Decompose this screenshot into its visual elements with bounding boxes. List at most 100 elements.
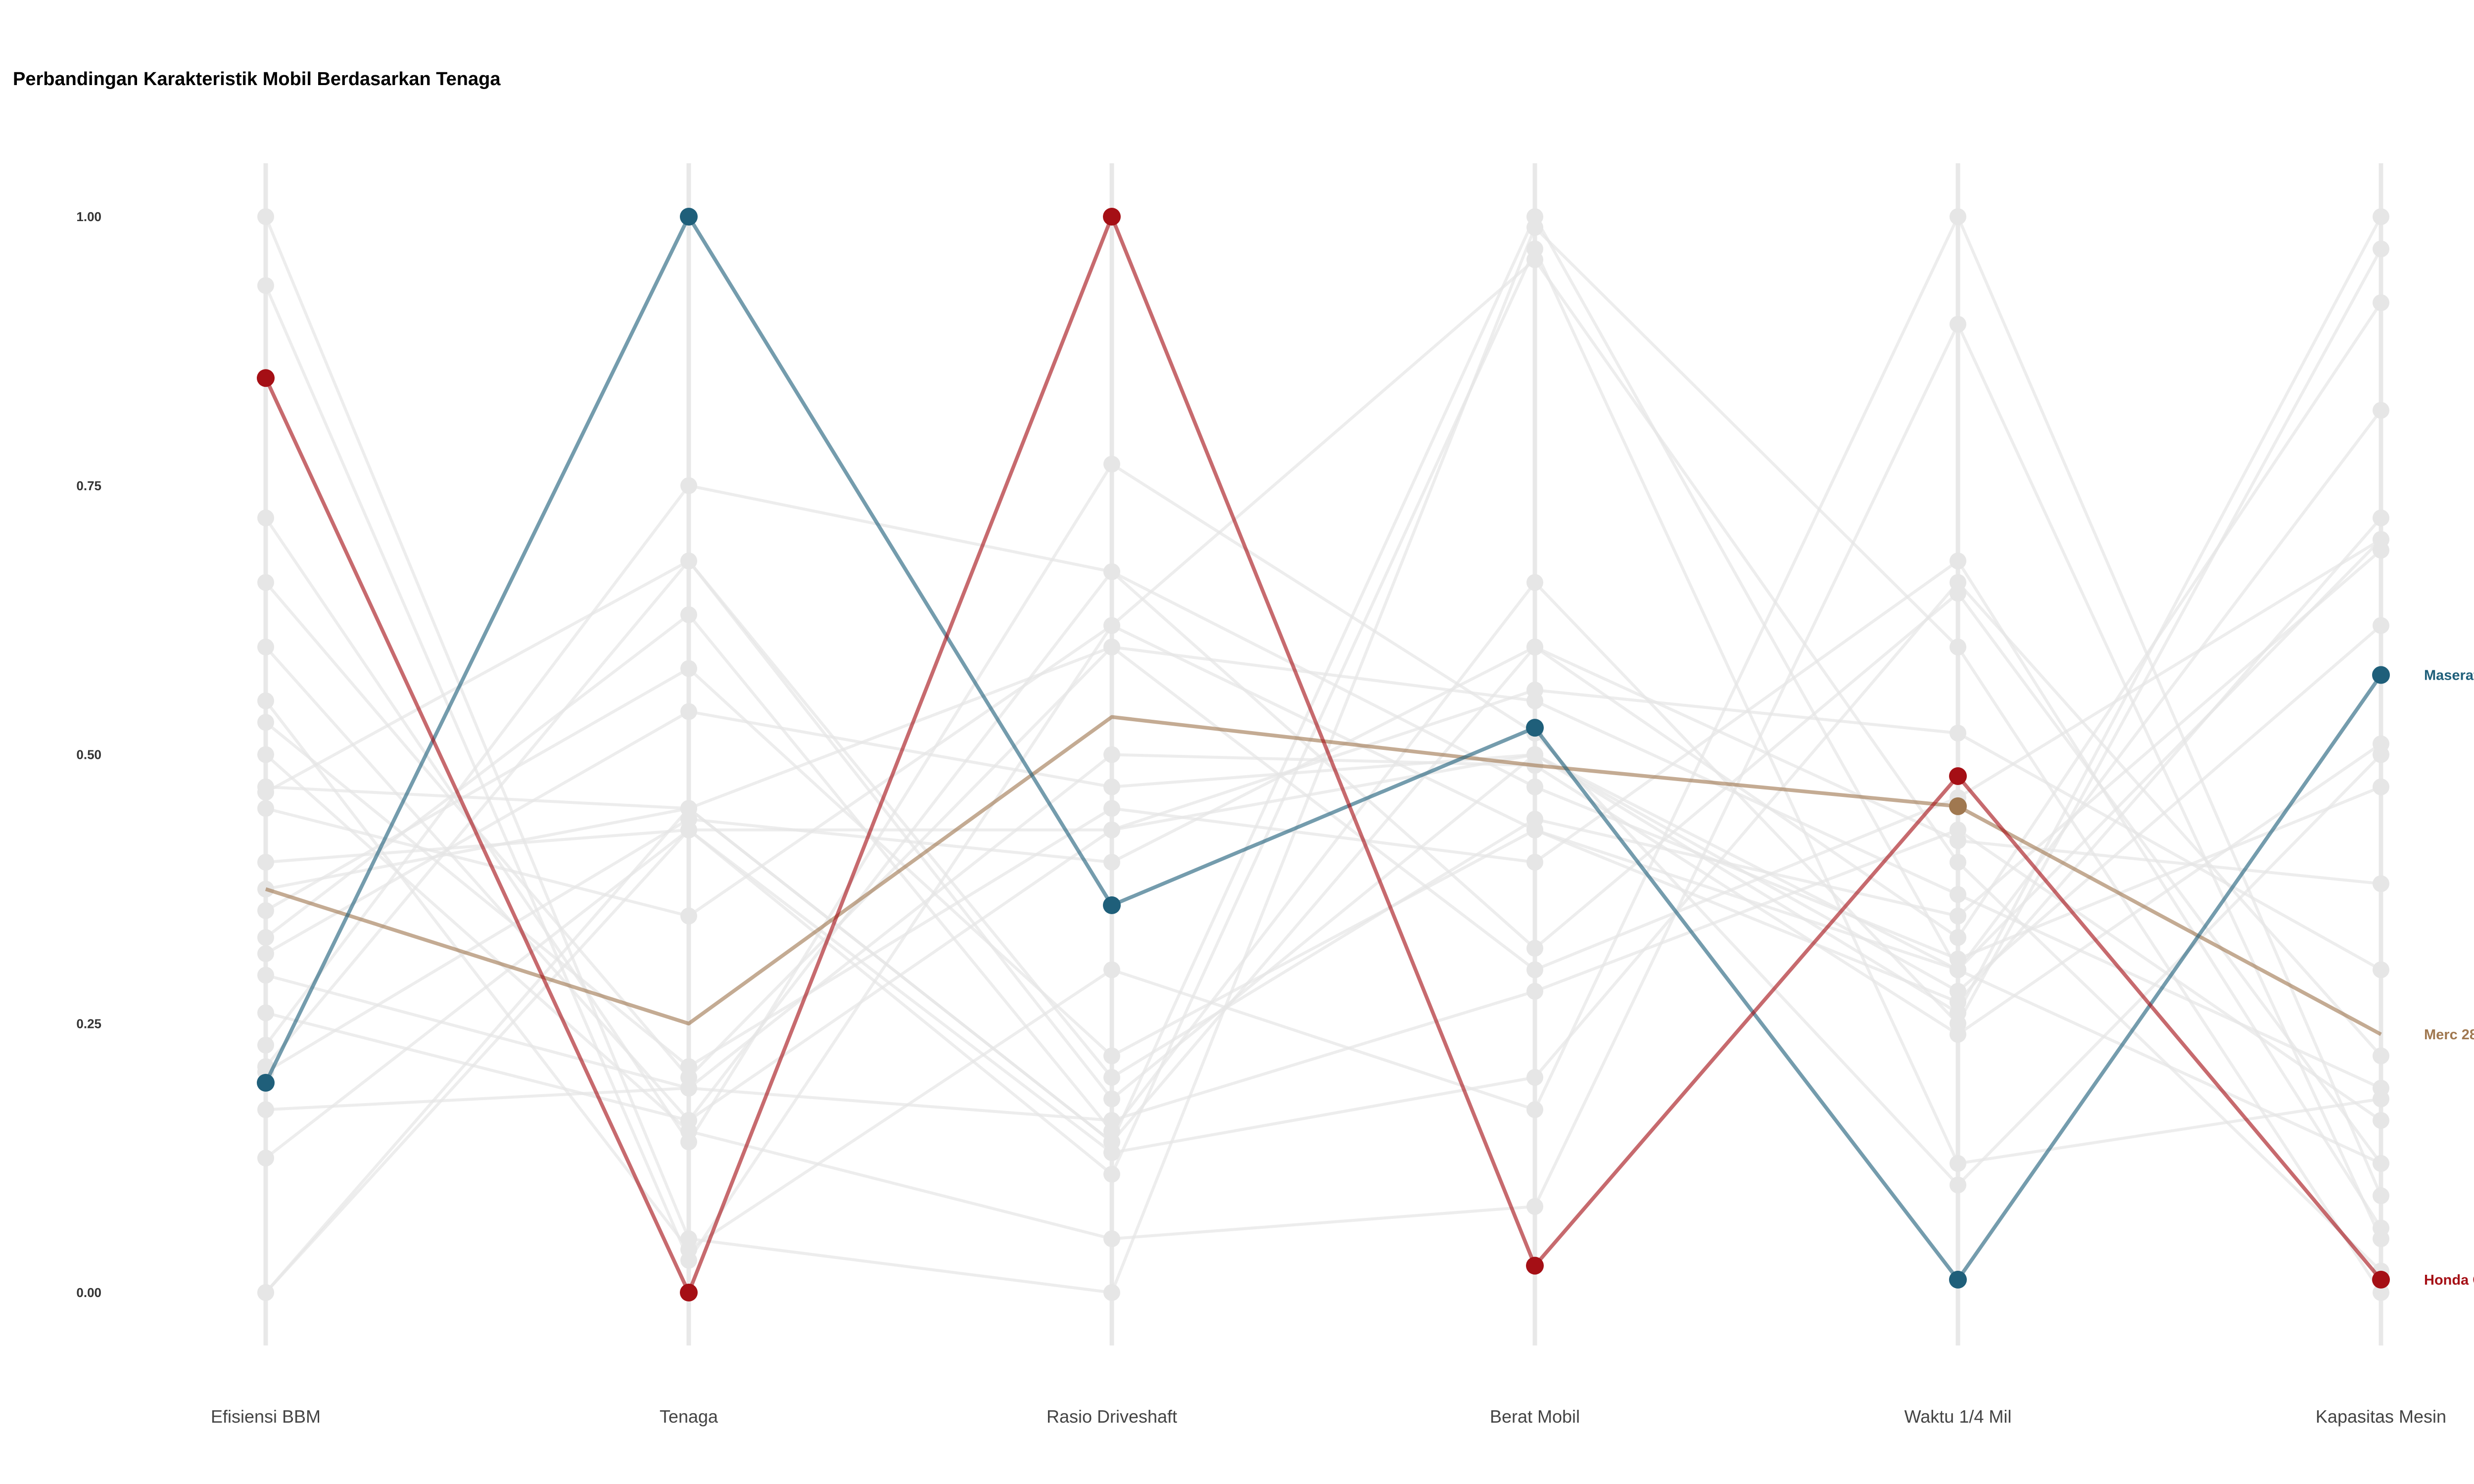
label-honda-civic: Honda Civic <box>2424 1272 2474 1288</box>
background-point <box>1526 574 1543 591</box>
label-maserati-bora: Maserati Bora <box>2424 668 2474 684</box>
background-point <box>2373 1230 2389 1248</box>
background-point <box>1950 1155 1966 1172</box>
background-point <box>1103 456 1120 473</box>
background-point <box>1950 574 1966 591</box>
background-point <box>2373 1047 2389 1065</box>
label-merc-280: Merc 280 <box>2424 1027 2474 1043</box>
point-maserati-bora <box>2372 666 2390 684</box>
background-point <box>1103 1069 1120 1086</box>
point-honda-civic <box>680 1284 698 1301</box>
background-point <box>2373 1155 2389 1172</box>
background-point <box>1526 639 1543 655</box>
background-series-line-3 <box>264 463 2382 1187</box>
background-point <box>257 854 274 871</box>
background-point <box>257 692 274 709</box>
chart-title: Perbandingan Karakteristik Mobil Berdasa… <box>13 69 501 90</box>
background-series-line-23 <box>264 247 2381 1294</box>
background-point <box>1526 746 1543 763</box>
background-point <box>1103 821 1120 838</box>
point-honda-civic <box>1103 208 1121 226</box>
background-series-line-7 <box>265 302 2382 1144</box>
highlighted-labels-group: Merc 280 Maserati Bora Honda Civic <box>2424 668 2474 1288</box>
background-point <box>1950 208 1966 225</box>
background-point <box>1950 961 1966 978</box>
background-point <box>2373 778 2389 795</box>
background-series-line-24 <box>265 323 2382 1241</box>
axis-label-rasio-driveshaft: Rasio Driveshaft <box>1047 1406 1177 1427</box>
axis-label-tenaga: Tenaga <box>660 1406 718 1427</box>
background-series-line-11 <box>265 646 2382 1090</box>
background-series-line-19 <box>265 646 2381 1073</box>
background-point <box>257 510 274 526</box>
point-merc-280 <box>1949 797 1967 815</box>
background-series-line-21 <box>265 581 2382 1159</box>
point-maserati-bora <box>1949 1270 1967 1289</box>
background-point <box>680 703 697 720</box>
y-tick-label: 1.00 <box>76 209 101 224</box>
background-point <box>257 714 274 731</box>
background-series-group <box>264 215 2382 1294</box>
background-point <box>680 800 697 817</box>
background-point <box>257 746 274 763</box>
series-line-maserati-bora <box>264 215 2383 1282</box>
background-series-line-25 <box>264 215 2382 1251</box>
background-point <box>1526 1069 1543 1086</box>
background-point <box>680 606 697 623</box>
background-point <box>1950 821 1966 838</box>
background-point <box>1526 811 1543 828</box>
background-point <box>680 1079 697 1097</box>
background-point <box>2373 402 2389 419</box>
background-point <box>680 660 697 677</box>
background-point <box>1103 1112 1120 1129</box>
background-point <box>680 553 697 569</box>
background-point <box>2373 735 2389 752</box>
y-tick-label: 0.00 <box>76 1285 101 1300</box>
background-point <box>1526 854 1543 871</box>
point-maserati-bora <box>1526 719 1544 737</box>
point-honda-civic <box>257 369 275 387</box>
background-point <box>2373 208 2389 225</box>
background-point <box>257 902 274 919</box>
background-point <box>680 477 697 494</box>
background-point <box>1103 617 1120 634</box>
background-point <box>257 784 274 801</box>
background-point <box>1950 907 1966 925</box>
background-point <box>2373 240 2389 258</box>
background-series-line-18 <box>264 549 2382 1079</box>
background-point <box>1526 208 1543 225</box>
background-point <box>2373 875 2389 892</box>
background-point <box>257 945 274 962</box>
background-point <box>1950 725 1966 742</box>
background-point <box>680 1122 697 1140</box>
background-point <box>1103 778 1120 795</box>
background-point <box>1103 1090 1120 1108</box>
background-point <box>1950 639 1966 655</box>
y-tick-label: 0.25 <box>76 1016 101 1031</box>
point-maserati-bora <box>257 1073 275 1092</box>
background-point <box>680 1241 697 1258</box>
background-point <box>1950 1004 1966 1021</box>
axis-labels-group: Efisiensi BBM Tenaga Rasio Driveshaft Berat… <box>211 1406 2446 1427</box>
highlighted-series-group <box>264 215 2383 1295</box>
background-point <box>257 800 274 817</box>
background-point <box>257 1004 274 1021</box>
axis-label-efisiensi-bbm: Efisiensi BBM <box>211 1406 321 1427</box>
background-point <box>1103 1047 1120 1065</box>
point-honda-civic <box>2372 1270 2390 1289</box>
background-point <box>1103 1230 1120 1248</box>
background-point <box>1526 983 1543 1000</box>
background-point <box>257 1150 274 1167</box>
background-point <box>257 1284 274 1301</box>
background-point <box>2373 961 2389 978</box>
background-series-line-22 <box>264 215 2382 1294</box>
background-point <box>1950 1026 1966 1043</box>
background-point <box>257 639 274 655</box>
background-points-group <box>257 208 2389 1301</box>
background-point <box>1103 800 1120 817</box>
background-point <box>1103 1133 1120 1151</box>
background-point <box>2373 1090 2389 1108</box>
background-point <box>1950 1176 1966 1194</box>
highlighted-points-group <box>257 208 2390 1301</box>
